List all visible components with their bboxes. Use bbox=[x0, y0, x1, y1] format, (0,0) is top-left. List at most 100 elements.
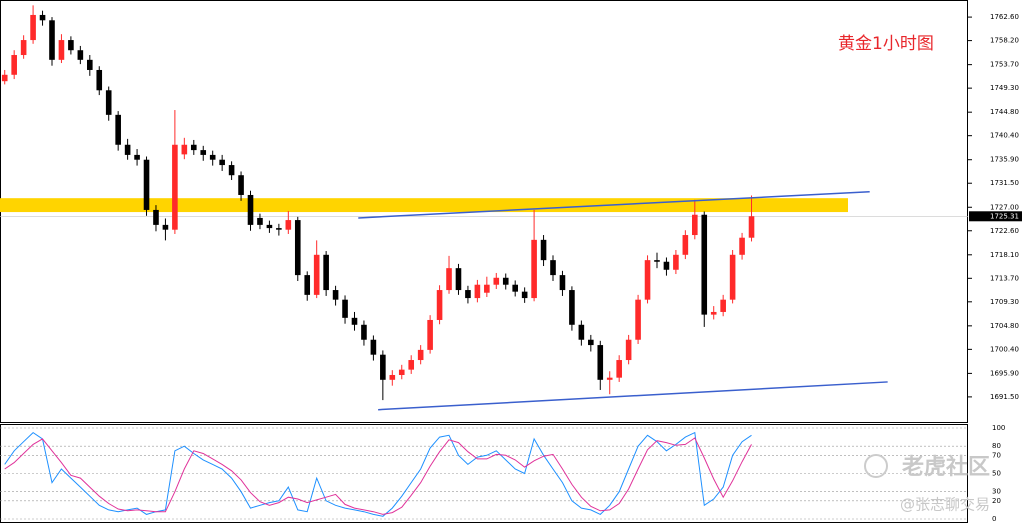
watermark-logo-text: 老虎社区 bbox=[901, 454, 990, 480]
candle-body bbox=[455, 268, 462, 291]
candle-body bbox=[285, 220, 292, 230]
candle-body bbox=[408, 360, 415, 370]
watermark: 老虎社区 @张志聊交易 bbox=[864, 454, 990, 514]
candle-body bbox=[682, 235, 689, 255]
candle-body bbox=[134, 154, 140, 160]
candle-body bbox=[276, 228, 282, 230]
y-tick-label: 70 bbox=[992, 451, 1001, 459]
candle-body bbox=[578, 324, 585, 340]
y-tick-label: 1740.40 bbox=[990, 132, 1019, 140]
trendline bbox=[358, 191, 870, 219]
candle-body bbox=[588, 339, 594, 346]
y-tick-label: 100 bbox=[992, 424, 1005, 432]
candle-body bbox=[257, 217, 263, 225]
candle-body bbox=[68, 40, 74, 51]
candle-body bbox=[20, 40, 27, 56]
zone bbox=[0, 198, 848, 213]
y-tick-label: 1709.30 bbox=[990, 298, 1019, 306]
candle-body bbox=[153, 209, 159, 225]
candle-body bbox=[701, 214, 708, 315]
candle-body bbox=[228, 165, 235, 176]
candle-body bbox=[351, 317, 358, 325]
candle-body bbox=[370, 339, 377, 355]
y-tick-label: 1700.40 bbox=[990, 345, 1019, 353]
annotation: 黄金1小时图 bbox=[838, 34, 934, 54]
candle-body bbox=[304, 275, 311, 295]
candle-body bbox=[436, 290, 443, 320]
y-tick-label: 0 bbox=[992, 515, 996, 523]
candle-body bbox=[219, 159, 225, 166]
watermark-logo bbox=[864, 454, 888, 478]
candle-body bbox=[11, 55, 17, 75]
candle-body bbox=[77, 50, 84, 60]
y-tick-label: 80 bbox=[992, 442, 1001, 450]
candle-body bbox=[559, 275, 566, 291]
candle-body bbox=[313, 254, 320, 295]
candle-body bbox=[143, 159, 150, 210]
candle-body bbox=[663, 261, 670, 270]
candle-body bbox=[606, 377, 613, 380]
candle-body bbox=[58, 40, 65, 60]
candle-body bbox=[692, 214, 698, 236]
candle-body bbox=[105, 90, 112, 115]
y-tick-label: 1718.10 bbox=[990, 251, 1019, 259]
candle-body bbox=[417, 349, 424, 361]
candle-body bbox=[654, 260, 660, 262]
y-tick-label: 1749.30 bbox=[990, 84, 1019, 92]
candle-body bbox=[190, 144, 197, 151]
candle-body bbox=[446, 268, 452, 291]
candle-body bbox=[323, 254, 329, 291]
candle-body bbox=[361, 324, 367, 340]
candle-body bbox=[389, 374, 396, 380]
y-tick-label: 1753.70 bbox=[990, 61, 1019, 69]
candle-body bbox=[540, 239, 547, 261]
candle-body bbox=[49, 20, 55, 60]
candle-body bbox=[531, 239, 537, 299]
candle-body bbox=[465, 290, 471, 299]
candle-body bbox=[512, 284, 518, 292]
y-tick-label: 20 bbox=[992, 497, 1001, 505]
oscillator-line bbox=[4, 437, 752, 515]
y-tick-label: 1758.20 bbox=[990, 37, 1019, 45]
candle-body bbox=[644, 260, 651, 300]
y-tick-label: 1713.70 bbox=[990, 274, 1019, 282]
last-price-box bbox=[969, 211, 1022, 222]
candle-body bbox=[342, 299, 348, 318]
candle-body bbox=[616, 360, 622, 378]
candle-body bbox=[172, 144, 178, 230]
trendline bbox=[378, 381, 888, 411]
y-tick-label: 50 bbox=[992, 470, 1001, 478]
candle-body bbox=[39, 14, 46, 21]
candle-body bbox=[380, 354, 386, 380]
candle-body bbox=[635, 299, 641, 340]
candle-body bbox=[484, 284, 490, 293]
candle-body bbox=[710, 311, 717, 315]
candle-body bbox=[247, 194, 254, 225]
y-tick-label: 1704.80 bbox=[990, 322, 1019, 330]
candle-body bbox=[294, 220, 301, 276]
y-tick-label: 1735.90 bbox=[990, 156, 1019, 164]
candle-body bbox=[550, 260, 556, 276]
candle-body bbox=[597, 345, 604, 380]
candle-body bbox=[124, 144, 131, 155]
last-price-label: 1725.31 bbox=[990, 212, 1019, 220]
candle-body bbox=[96, 69, 103, 91]
candle-body bbox=[1, 74, 8, 82]
candle-body bbox=[87, 59, 93, 70]
candle-body bbox=[493, 277, 500, 285]
candle-body bbox=[332, 290, 339, 300]
candle-body bbox=[30, 14, 36, 41]
candle-body bbox=[398, 369, 405, 375]
candle-body bbox=[474, 284, 481, 299]
candle-body bbox=[521, 291, 528, 299]
y-tick-label: 1722.60 bbox=[990, 227, 1019, 235]
y-tick-label: 1727.00 bbox=[990, 203, 1019, 211]
candle-body bbox=[729, 254, 736, 300]
y-tick-label: 1744.80 bbox=[990, 108, 1019, 116]
candle-body bbox=[720, 299, 726, 312]
candle-body bbox=[162, 224, 169, 230]
candle-body bbox=[625, 339, 632, 361]
y-tick-label: 1762.60 bbox=[990, 13, 1019, 21]
candle-body bbox=[115, 114, 121, 145]
